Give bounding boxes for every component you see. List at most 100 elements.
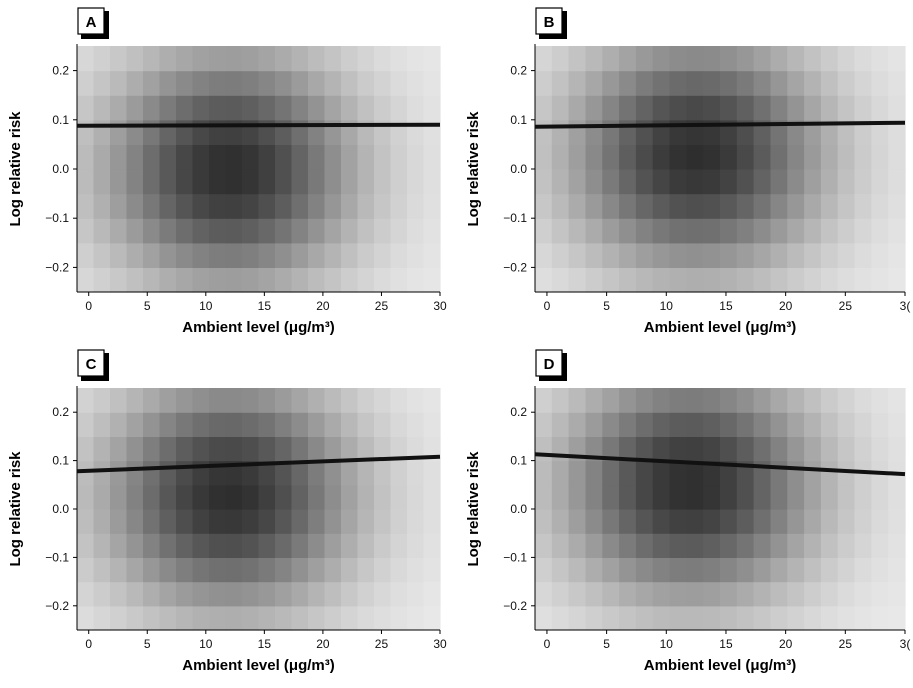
heatmap-cell [535,267,553,293]
heatmap-cell [93,218,111,244]
heatmap-cell [291,388,309,413]
heatmap-cell [619,242,637,268]
heatmap-cell [635,218,654,244]
heatmap-cell [209,388,227,413]
fit-line [76,454,441,474]
heatmap-cell [619,193,637,219]
heatmap-cell [871,509,889,534]
heatmap-cell [686,605,704,631]
heatmap-cell [635,581,654,607]
heatmap-cell [159,460,177,486]
heatmap-cell [143,242,161,268]
heatmap-cell [192,605,210,631]
heatmap-cell [753,484,771,510]
heatmap-cell [703,460,721,486]
heatmap-cell [258,144,276,170]
heatmap-cell [374,581,392,607]
heatmap-cell [143,581,161,607]
heatmap-cell [804,119,822,145]
heatmap-cell [324,436,342,462]
heatmap-cell [585,144,603,170]
heatmap-cell [888,412,906,437]
heatmap-cells [535,46,906,293]
heatmap-cell [126,144,144,170]
heatmap-cell [635,144,654,170]
heatmap-cell [568,242,586,268]
heatmap-cell [837,169,856,195]
heatmap-cell [159,388,177,413]
y-axis-title: Log relative risk [465,111,482,227]
heatmap-cell [374,460,392,486]
heatmap-cell [275,70,293,96]
heatmap-cell [291,484,309,510]
heatmap-cell [209,557,227,583]
heatmap-cell [407,460,425,486]
heatmap-cell [275,388,293,413]
x-tick-label: 10 [199,637,213,651]
heatmap-cell [374,484,392,510]
x-ticks: 0 5 10 15 20 25 3( [544,292,910,313]
heatmap-cell [93,242,111,268]
heatmap-cell [242,70,260,96]
heatmap-cell [357,70,375,96]
heatmap-cell [225,509,243,534]
heatmap-cell [820,436,839,462]
x-tick-label: 3( [900,637,911,651]
heatmap-cell [854,218,872,244]
heatmap-cell [159,557,177,583]
heatmap-cell [324,218,342,244]
heatmap-cell [804,169,822,195]
heatmap-cell [242,144,260,170]
heatmap-cell [871,557,889,583]
heatmap-cell [110,557,128,583]
heatmap-cell [390,267,408,293]
heatmap-cell [635,605,654,631]
heatmap-cell [374,169,392,195]
heatmap-cell [374,509,392,534]
heatmap-cell [423,193,441,219]
heatmap-cell [602,509,620,534]
heatmap-cell [93,70,111,96]
heatmap-cell [159,70,177,96]
heatmap-cell [787,388,805,413]
heatmap-cell [535,95,553,121]
heatmap-cell [390,460,408,486]
heatmap-cell [225,169,243,195]
heatmap-cell [110,436,128,462]
heatmap-cell [110,144,128,170]
y-tick-label: 0.0 [510,162,527,176]
heatmap-cell [176,436,194,462]
heatmap-cell [770,388,788,413]
heatmap-cell [585,218,603,244]
heatmap-cell [407,533,425,558]
heatmap-cell [77,218,95,244]
x-tick-label: 20 [779,299,793,313]
heatmap-cell [871,436,889,462]
heatmap-cell [619,144,637,170]
panel-a: A −0.2 −0.1 0.0 0.1 0.2 0 5 10 15 20 25 30 Ambient… [7,7,447,336]
heatmap-cell [669,144,687,170]
y-tick-label: 0.1 [510,454,527,468]
heatmap-cell [888,436,906,462]
heatmap-cell [602,46,620,72]
heatmap-cell [770,533,788,558]
heatmap-cell [143,95,161,121]
x-tick-label: 0 [85,637,92,651]
x-tick-label: 5 [603,299,610,313]
heatmap-cell [242,46,260,72]
heatmap-cell [308,388,326,413]
heatmap-cell [390,388,408,413]
heatmap-cell [423,412,441,437]
heatmap-cell [703,509,721,534]
heatmap-cell [669,557,687,583]
heatmap-cell [602,484,620,510]
heatmap-cell [291,193,309,219]
heatmap-cell [720,412,738,437]
heatmap-cell [686,509,704,534]
heatmap-cell [242,388,260,413]
heatmap-cell [619,581,637,607]
heatmap-cell [551,46,570,72]
heatmap-cell [703,46,721,72]
panel-d: D −0.2 −0.1 0.0 0.1 0.2 0 5 10 15 20 25 3( Ambient… [465,349,911,674]
heatmap-cell [258,388,276,413]
